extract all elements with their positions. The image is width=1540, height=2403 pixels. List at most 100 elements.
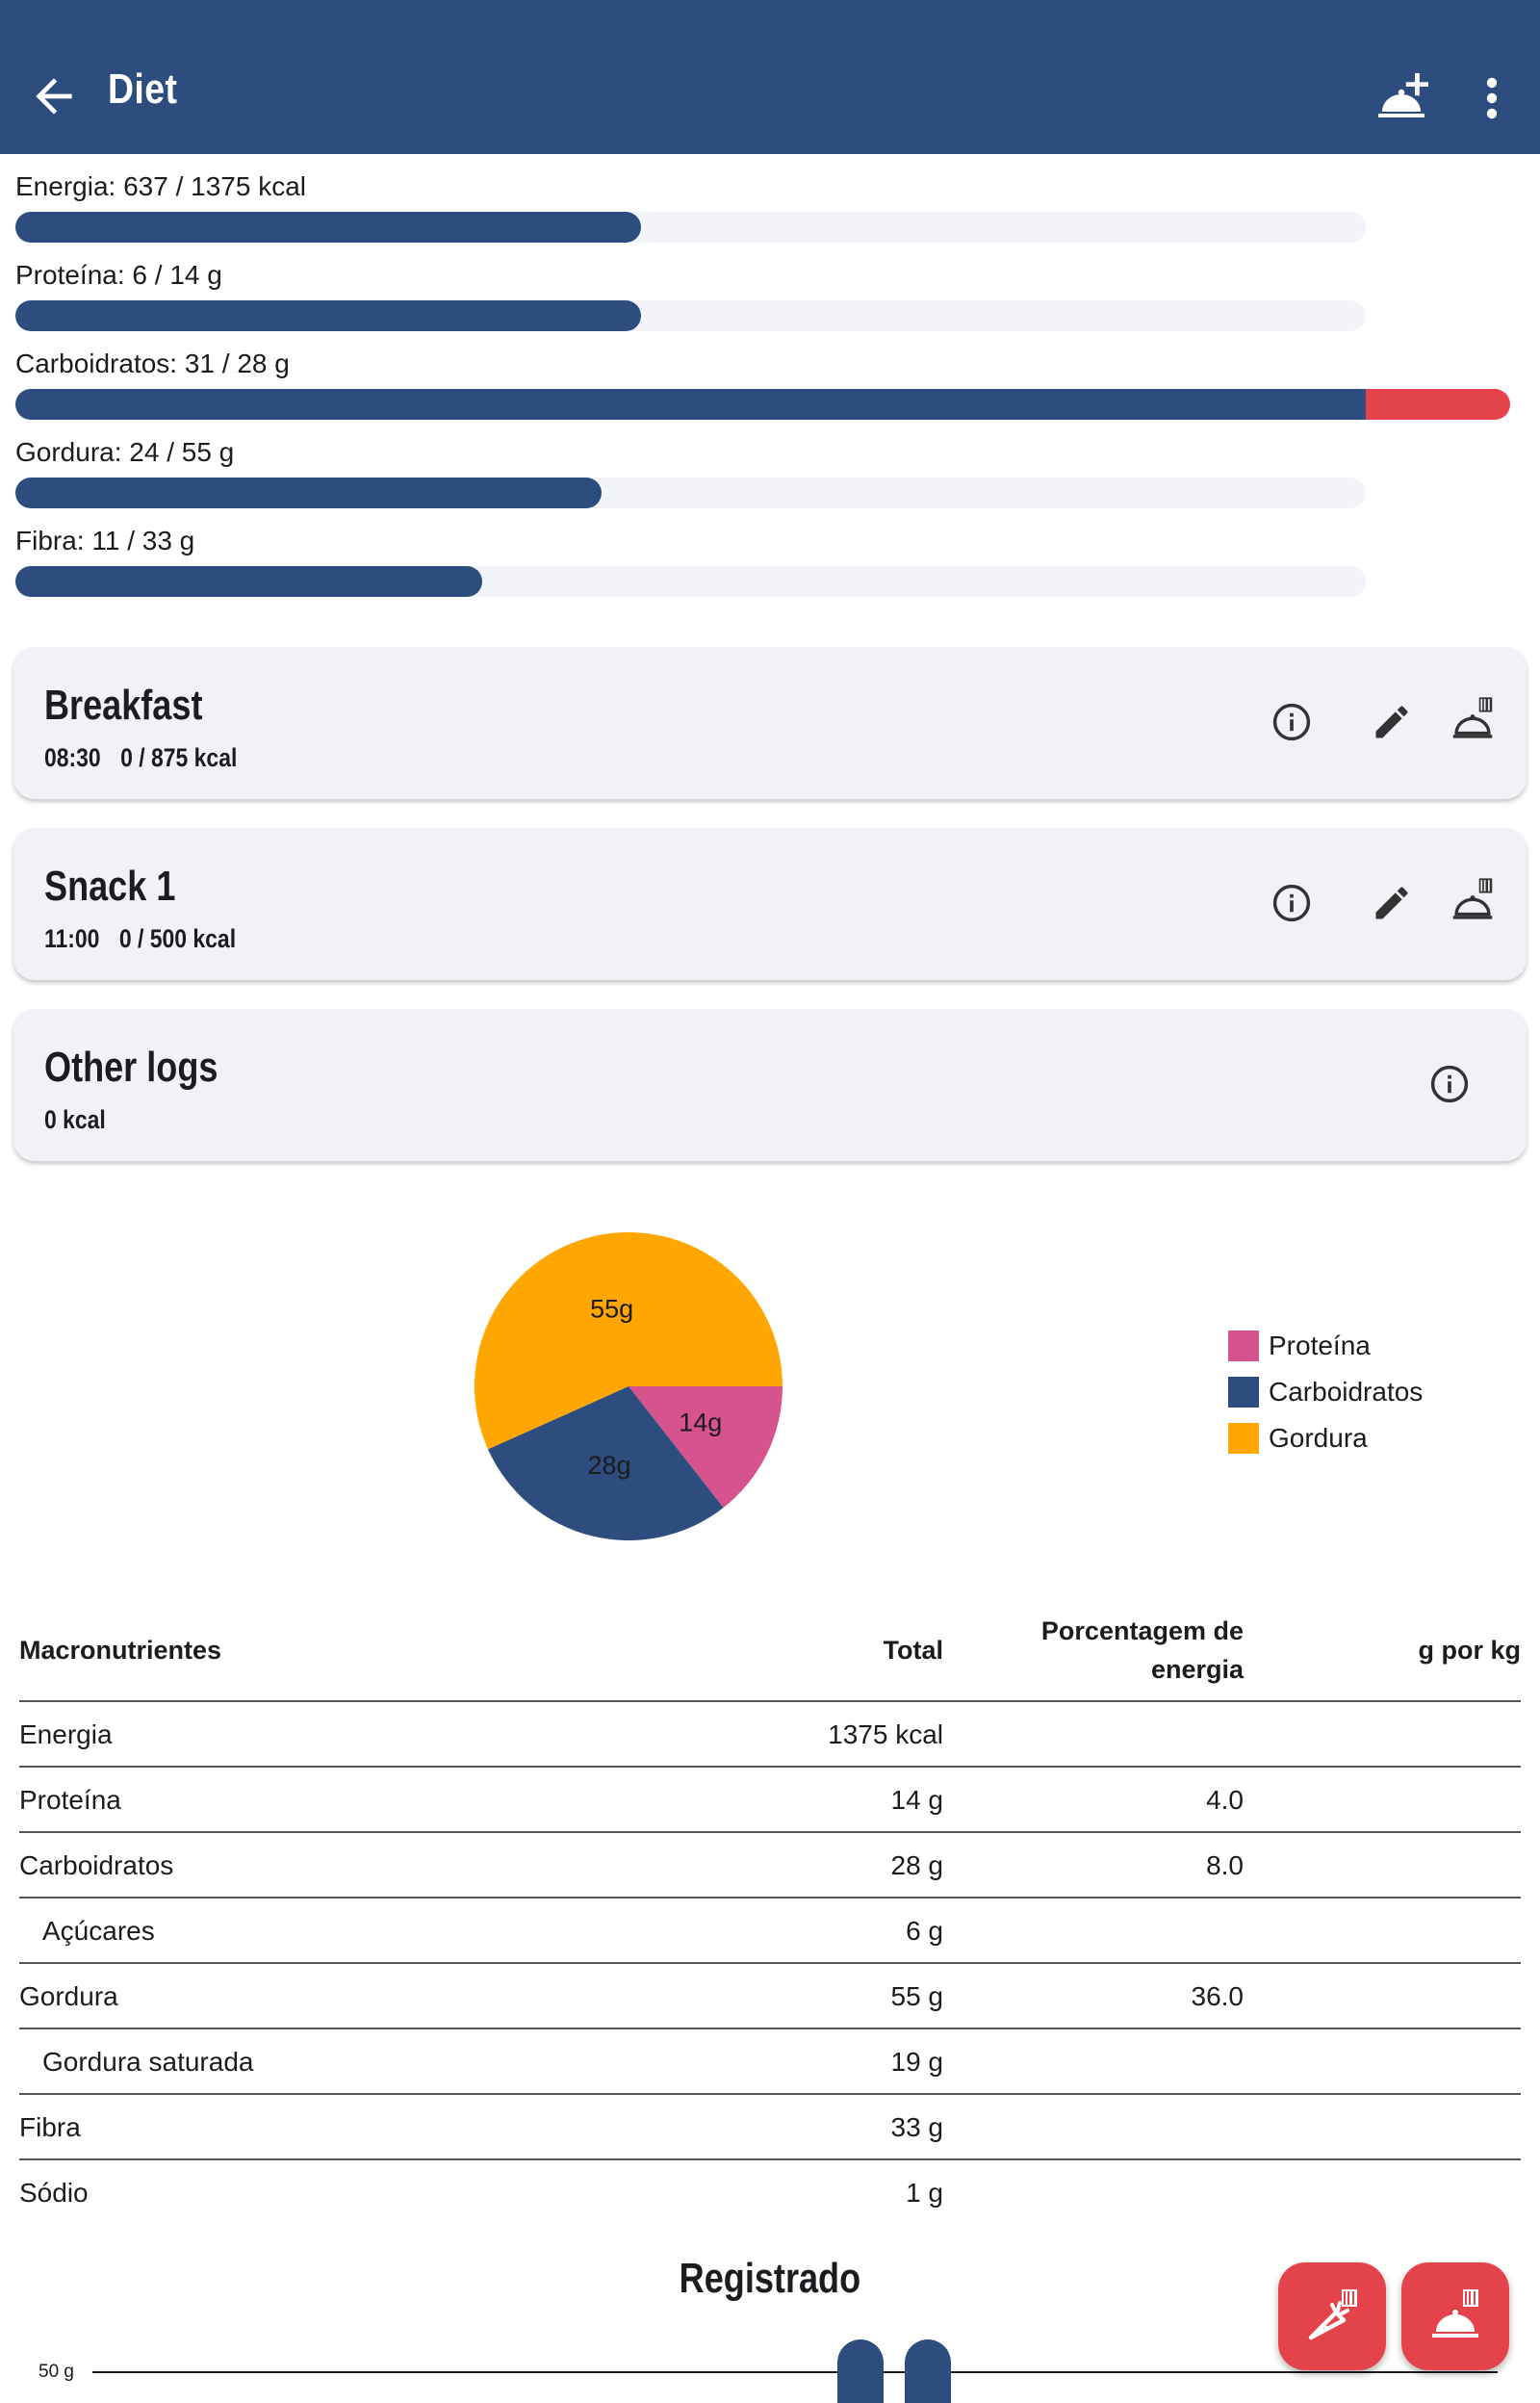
progress-item: Energia: 637 / 1375 kcal (15, 169, 1527, 243)
info-icon[interactable] (1421, 1055, 1478, 1113)
legend-swatch (1228, 1423, 1259, 1454)
other-logs-kcal: 0 kcal (44, 1105, 106, 1134)
info-icon[interactable] (1263, 693, 1321, 751)
app-bar: Diet (0, 0, 1540, 154)
carrot-add-icon (1308, 2289, 1357, 2340)
log-meal-fab[interactable] (1401, 2262, 1509, 2370)
log-ingredient-fab[interactable] (1278, 2262, 1386, 2370)
pie-slice-label: 28g (587, 1451, 630, 1480)
cell-name: Sódio (19, 2178, 89, 2208)
cell-name: Gordura (19, 1981, 118, 2011)
legend-item: Gordura (1228, 1415, 1423, 1461)
table-body: Energia 1375 kcal Proteína 14 g 4.0 Carboidra… (19, 1702, 1521, 2226)
table-row: Carboidratos 28 g 8.0 (19, 1833, 1521, 1899)
meal-add-icon (1432, 2289, 1478, 2338)
cell-total: 19 g (890, 2047, 944, 2077)
table-row: Energia 1375 kcal (19, 1702, 1521, 1768)
other-logs-title: Other logs (44, 1044, 218, 1091)
header-g-per-kg: g por kg (1418, 1636, 1522, 1665)
table-row: Fibra 33 g (19, 2095, 1521, 2160)
table-row: Gordura 55 g 36.0 (19, 1964, 1521, 2029)
progress-fill (15, 212, 641, 243)
progress-label: Carboidratos: 31 / 28 g (15, 349, 290, 378)
progress-item: Fibra: 11 / 33 g (15, 524, 1527, 597)
other-logs-card[interactable]: Other logs 0 kcal (13, 1009, 1527, 1161)
cell-name: Fibra (19, 2112, 81, 2142)
meal-add-icon[interactable] (1371, 67, 1432, 129)
progress-track (15, 300, 1366, 331)
chart-axis-line (92, 2371, 1498, 2373)
header-total: Total (883, 1636, 944, 1665)
table-header: Macronutrientes Total Porcentagem de ene… (19, 1598, 1521, 1702)
progress-item: Proteína: 6 / 14 g (15, 258, 1527, 331)
progress-track (15, 389, 1510, 420)
progress-label: Proteína: 6 / 14 g (15, 260, 222, 290)
progress-track (15, 212, 1366, 243)
pie-slice-proteína (629, 1386, 783, 1509)
cell-total: 1 g (906, 2178, 943, 2208)
progress-track (15, 478, 1366, 508)
cell-energy-percent: 36.0 (1191, 1981, 1245, 2011)
meal-title: Breakfast (44, 682, 203, 729)
progress-item: Carboidratos: 31 / 28 g (15, 347, 1527, 420)
legend-swatch (1228, 1377, 1259, 1408)
meal-kcal: 0 / 875 kcal (120, 743, 238, 772)
meal-time: 11:00 (44, 924, 100, 953)
legend-item: Proteína (1228, 1323, 1423, 1369)
header-energy-percent: Porcentagem de energia (1040, 1616, 1244, 1684)
cell-total: 28 g (890, 1850, 944, 1880)
meal-barcode-log-icon[interactable] (1444, 691, 1502, 749)
progress-track (15, 566, 1366, 597)
cell-total: 6 g (906, 1916, 943, 1946)
legend-label: Gordura (1269, 1423, 1368, 1453)
progress-fill (15, 389, 1366, 420)
cell-name: Açúcares (42, 1916, 155, 1946)
cell-total: 14 g (890, 1785, 944, 1815)
meal-card-breakfast[interactable]: Breakfast 08:30 0 / 875 kcal (13, 647, 1527, 799)
table-row: Açúcares 6 g (19, 1899, 1521, 1964)
meal-time: 08:30 (44, 743, 101, 772)
back-arrow-icon[interactable] (27, 69, 81, 123)
pie-slice-gordura (475, 1232, 783, 1450)
progress-fill (15, 478, 602, 508)
info-icon[interactable] (1263, 874, 1321, 932)
cell-total: 1375 kcal (828, 1719, 943, 1749)
cell-name: Energia (19, 1719, 113, 1749)
progress-fill (15, 566, 482, 597)
meal-kcal: 0 / 500 kcal (118, 924, 237, 953)
more-vert-icon[interactable] (1473, 73, 1511, 123)
cell-total: 33 g (890, 2112, 944, 2142)
progress-label: Energia: 637 / 1375 kcal (15, 171, 306, 201)
meal-barcode-log-icon[interactable] (1444, 872, 1502, 930)
macro-pie-chart: 14g 28g 55g (462, 1213, 808, 1560)
pie-slice-carboidratos (487, 1386, 724, 1540)
cell-name: Carboidratos (19, 1850, 174, 1880)
progress-label: Fibra: 11 / 33 g (15, 526, 195, 556)
meal-title: Snack 1 (44, 863, 176, 910)
logged-bar (837, 2339, 884, 2403)
legend-swatch (1228, 1331, 1259, 1361)
pie-legend: Proteína Carboidratos Gordura (1228, 1323, 1423, 1461)
progress-fill (15, 300, 641, 331)
cell-name: Proteína (19, 1785, 121, 1815)
edit-icon[interactable] (1363, 693, 1421, 751)
header-macronutrients: Macronutrientes (19, 1636, 222, 1665)
logged-title: Registrado (679, 2255, 861, 2302)
progress-label: Gordura: 24 / 55 g (15, 437, 235, 467)
legend-item: Carboidratos (1228, 1369, 1423, 1415)
progress-overflow (1366, 389, 1510, 420)
logged-bar (905, 2339, 951, 2403)
page-title: Diet (108, 65, 178, 113)
cell-energy-percent: 4.0 (1206, 1785, 1244, 1815)
edit-icon[interactable] (1363, 874, 1421, 932)
pie-slice-label: 14g (679, 1408, 722, 1436)
cell-energy-percent: 8.0 (1206, 1850, 1244, 1880)
table-row: Proteína 14 g 4.0 (19, 1768, 1521, 1833)
meal-subtitle: 08:30 0 / 875 kcal (44, 743, 257, 773)
macronutrient-table: Macronutrientes Total Porcentagem de ene… (19, 1598, 1521, 2226)
cell-total: 55 g (890, 1981, 944, 2011)
chart-axis-label: 50 g (38, 2362, 74, 2382)
progress-item: Gordura: 24 / 55 g (15, 435, 1527, 508)
pie-slice-label: 55g (590, 1295, 633, 1324)
meal-card-snack-1[interactable]: Snack 1 11:00 0 / 500 kcal (13, 828, 1527, 980)
